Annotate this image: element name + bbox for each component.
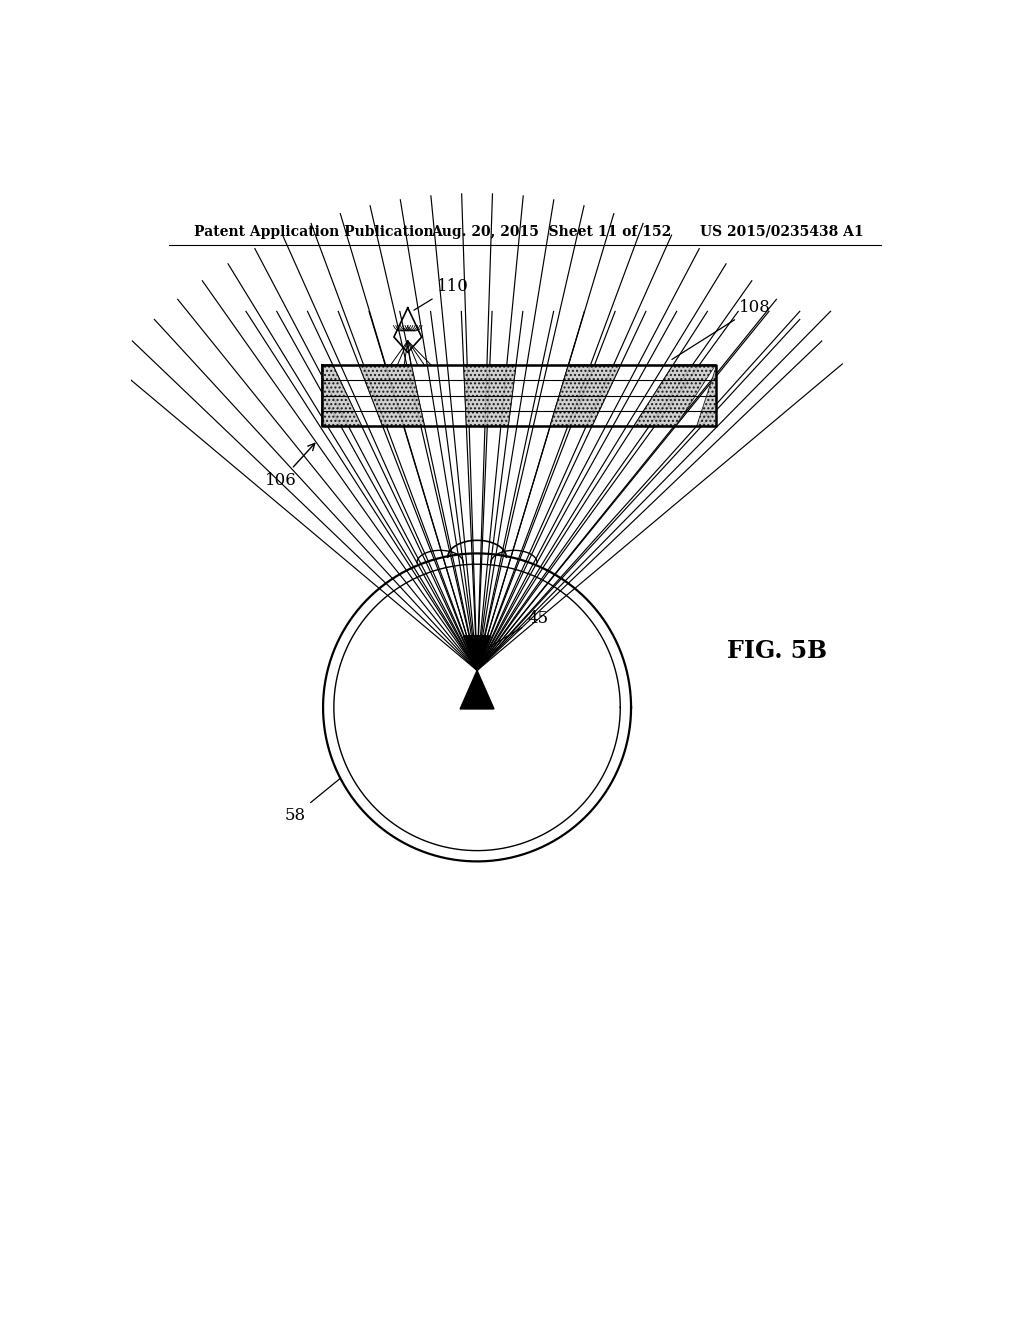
Text: FIG. 5B: FIG. 5B bbox=[727, 639, 827, 663]
Text: 110: 110 bbox=[414, 277, 469, 310]
Polygon shape bbox=[322, 364, 361, 426]
Text: 106: 106 bbox=[265, 444, 314, 488]
Text: 58: 58 bbox=[285, 779, 340, 824]
Text: 108: 108 bbox=[672, 298, 771, 359]
Polygon shape bbox=[358, 364, 425, 426]
Polygon shape bbox=[464, 364, 516, 426]
Text: US 2015/0235438 A1: US 2015/0235438 A1 bbox=[700, 224, 864, 239]
Text: Patent Application Publication: Patent Application Publication bbox=[194, 224, 433, 239]
Polygon shape bbox=[460, 671, 494, 709]
Polygon shape bbox=[550, 364, 621, 426]
Polygon shape bbox=[463, 636, 490, 671]
Polygon shape bbox=[634, 364, 716, 426]
Text: 45: 45 bbox=[488, 610, 548, 648]
Text: Aug. 20, 2015  Sheet 11 of 152: Aug. 20, 2015 Sheet 11 of 152 bbox=[431, 224, 671, 239]
Polygon shape bbox=[696, 364, 716, 426]
